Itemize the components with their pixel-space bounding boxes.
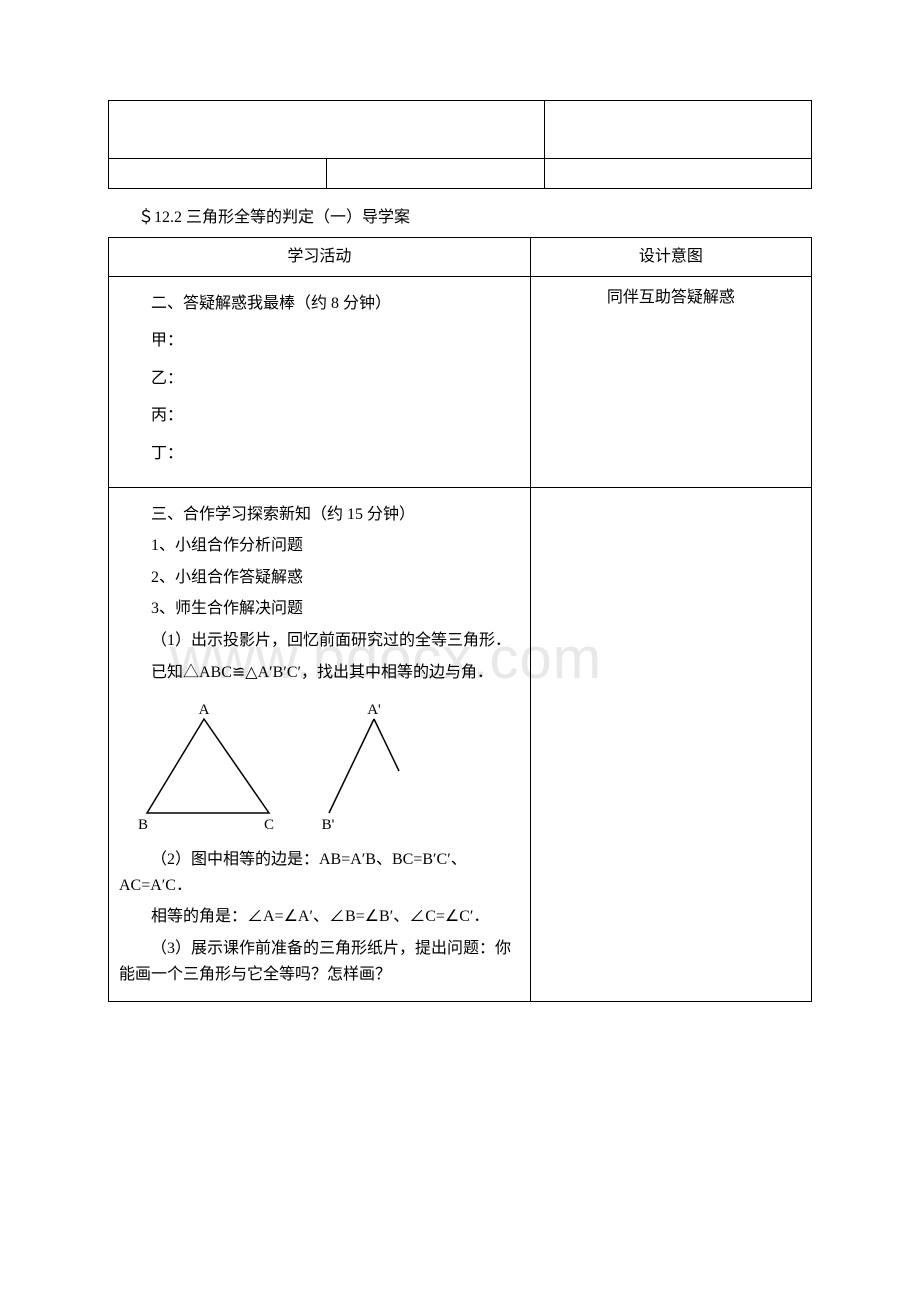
triangle-aprime-bprime-icon: A' B'	[314, 701, 404, 831]
triangle-abc-icon: A B C	[129, 701, 284, 831]
section-3-p3: （2）图中相等的边是：AB=A′B、BC=B′C′、AC=A′C．	[119, 847, 520, 898]
section-3-p2: 已知△ABC≌△A′B′C′，找出其中相等的边与角．	[119, 660, 520, 686]
table-header-row: 学习活动 设计意图	[109, 238, 812, 277]
svg-text:A: A	[199, 702, 210, 718]
section-3-p5: （3）展示课作前准备的三角形纸片，提出问题：你能画一个三角形与它全等吗？怎样画？	[119, 936, 520, 987]
section-3-content: 三、合作学习探索新知（约 15 分钟） 1、小组合作分析问题 2、小组合作答疑解…	[109, 487, 531, 1002]
header-right: 设计意图	[530, 238, 811, 277]
section-2-item-ding: 丁：	[119, 441, 520, 467]
svg-text:C: C	[264, 817, 274, 831]
section-2-content: 二、答疑解惑我最棒（约 8 分钟） 甲： 乙： 丙： 丁：	[109, 276, 531, 487]
section-3-p4: 相等的角是：∠A=∠A′、∠B=∠B′、∠C=∠C′．	[119, 904, 520, 930]
section-2-right: 同伴互助答疑解惑	[530, 276, 811, 487]
main-content-table: 学习活动 设计意图 二、答疑解惑我最棒（约 8 分钟） 甲： 乙： 丙： 丁： …	[108, 237, 812, 1002]
section-2-heading: 二、答疑解惑我最棒（约 8 分钟）	[119, 291, 520, 317]
svg-text:B: B	[138, 817, 148, 831]
section-3-item-1: 1、小组合作分析问题	[119, 533, 520, 559]
section-3-heading: 三、合作学习探索新知（约 15 分钟）	[119, 502, 520, 528]
header-left: 学习活动	[109, 238, 531, 277]
section-3-item-2: 2、小组合作答疑解惑	[119, 565, 520, 591]
section-3-item-3: 3、师生合作解决问题	[119, 596, 520, 622]
section-2-item-yi: 乙：	[119, 366, 520, 392]
triangles-figure: A B C A' B'	[129, 701, 520, 831]
section-2-row: 二、答疑解惑我最棒（约 8 分钟） 甲： 乙： 丙： 丁： 同伴互助答疑解惑	[109, 276, 812, 487]
section-2-item-bing: 丙：	[119, 403, 520, 429]
svg-text:A': A'	[367, 702, 381, 718]
section-3-right	[530, 487, 811, 1002]
section-3-p1: （1）出示投影片，回忆前面研究过的全等三角形．	[119, 628, 520, 654]
top-empty-table	[108, 100, 812, 189]
section-2-item-jia: 甲：	[119, 328, 520, 354]
section-3-row: 三、合作学习探索新知（约 15 分钟） 1、小组合作分析问题 2、小组合作答疑解…	[109, 487, 812, 1002]
svg-text:B': B'	[322, 817, 335, 831]
document-title: ＄12.2 三角形全等的判定（一）导学案	[138, 203, 812, 227]
